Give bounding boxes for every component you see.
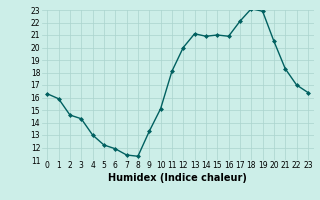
X-axis label: Humidex (Indice chaleur): Humidex (Indice chaleur) [108, 173, 247, 183]
